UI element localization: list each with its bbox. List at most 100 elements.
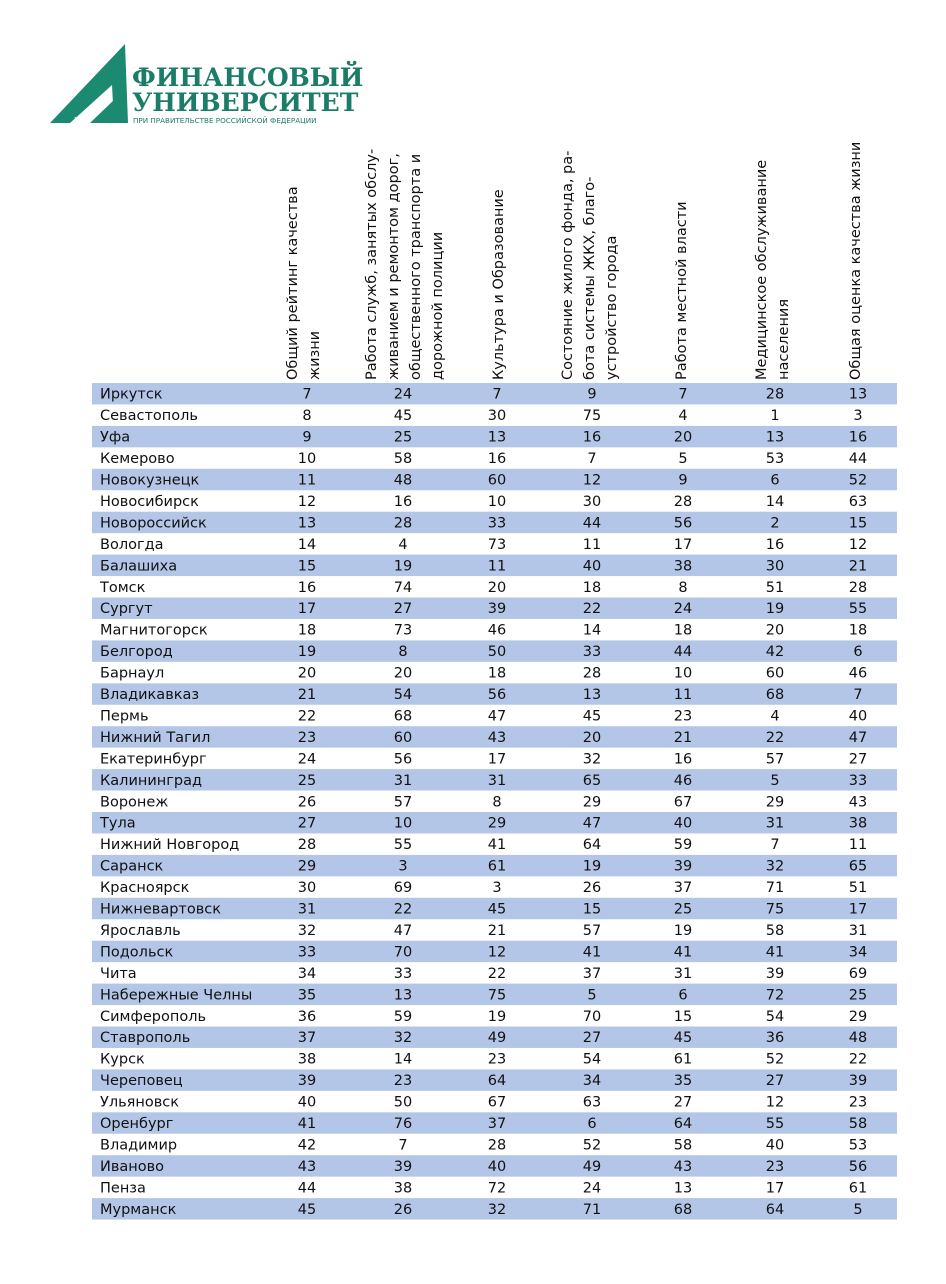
rank-value: 18	[849, 623, 867, 639]
rank-value: 44	[849, 451, 867, 467]
rank-value: 12	[583, 473, 601, 489]
rank-value: 33	[849, 773, 867, 789]
rank-value: 59	[394, 1009, 412, 1025]
city-name: Пенза	[100, 1180, 146, 1196]
rank-value: 7	[770, 837, 779, 853]
rank-value: 48	[849, 1030, 867, 1046]
rank-value: 69	[849, 966, 867, 982]
table-header: Общий рейтинг качества жизни Работа служб,…	[285, 142, 864, 380]
city-name: Симферополь	[100, 1009, 206, 1025]
rank-value: 35	[674, 1073, 692, 1089]
rank-value: 51	[766, 580, 784, 596]
rank-value: 64	[488, 1073, 506, 1089]
row-band	[92, 1069, 897, 1091]
rank-value: 28	[849, 580, 867, 596]
rank-value: 19	[674, 923, 692, 939]
city-name: Томск	[99, 580, 146, 596]
rank-value: 49	[583, 1159, 601, 1175]
rank-value: 32	[298, 923, 316, 939]
rank-value: 20	[488, 580, 506, 596]
rank-value: 10	[298, 451, 316, 467]
rank-value: 25	[298, 773, 316, 789]
rank-value: 28	[766, 387, 784, 403]
rank-value: 11	[674, 687, 692, 703]
rank-value: 7	[492, 387, 501, 403]
rank-value: 3	[853, 408, 862, 424]
rank-value: 30	[298, 880, 316, 896]
rank-value: 34	[583, 1073, 601, 1089]
rank-value: 32	[766, 859, 784, 875]
rank-value: 25	[674, 902, 692, 918]
rank-value: 46	[674, 773, 692, 789]
row-band	[92, 897, 897, 920]
rank-value: 45	[674, 1030, 692, 1046]
rank-value: 47	[849, 730, 867, 746]
rank-value: 41	[583, 944, 601, 960]
city-name: Новороссийск	[100, 515, 207, 531]
rank-value: 16	[583, 430, 601, 446]
rank-value: 40	[849, 708, 867, 724]
rank-value: 11	[488, 558, 506, 574]
rank-value: 22	[394, 902, 412, 918]
rank-value: 8	[678, 580, 687, 596]
city-name: Ярославль	[100, 923, 181, 939]
rank-value: 28	[298, 837, 316, 853]
city-name: Сургут	[100, 601, 153, 617]
city-name: Магнитогорск	[100, 623, 208, 639]
column-header: общественного транспорта и	[408, 154, 424, 380]
rank-value: 13	[583, 687, 601, 703]
city-name: Владикавказ	[100, 687, 199, 703]
rank-value: 28	[583, 666, 601, 682]
rank-value: 33	[583, 644, 601, 660]
rank-value: 10	[488, 494, 506, 510]
rank-value: 42	[298, 1137, 316, 1153]
rank-value: 12	[488, 944, 506, 960]
rank-value: 19	[394, 558, 412, 574]
column-header: Состояние жилого фонда, ра-	[560, 151, 576, 380]
rank-value: 57	[583, 923, 601, 939]
rank-value: 54	[766, 1009, 784, 1025]
column-header: Общая оценка качества жизни	[848, 142, 864, 380]
rank-value: 58	[674, 1137, 692, 1153]
rank-value: 27	[394, 601, 412, 617]
row-band	[92, 511, 897, 534]
rank-value: 21	[674, 730, 692, 746]
logo: 1919 ФИНАНСОВЫЙ УНИВЕРСИТЕТ ПРИ ПРАВИТЕЛ…	[50, 44, 363, 125]
rank-value: 47	[394, 923, 412, 939]
rank-value: 14	[394, 1052, 412, 1068]
logo-year: 1919	[74, 117, 87, 123]
rank-value: 53	[849, 1137, 867, 1153]
rank-value: 7	[398, 1137, 407, 1153]
city-name: Уфа	[100, 430, 130, 446]
row-band	[92, 769, 897, 791]
rank-value: 60	[488, 473, 506, 489]
rank-value: 18	[583, 580, 601, 596]
column-header: населения	[776, 299, 792, 380]
rank-value: 41	[298, 1116, 316, 1132]
rank-value: 58	[394, 451, 412, 467]
rank-value: 26	[298, 794, 316, 810]
rank-value: 74	[394, 580, 412, 596]
rank-value: 30	[766, 558, 784, 574]
rank-value: 4	[678, 408, 687, 424]
rank-value: 68	[674, 1202, 692, 1218]
rank-value: 8	[398, 644, 407, 660]
rank-value: 39	[298, 1073, 316, 1089]
rank-value: 31	[394, 773, 412, 789]
rank-value: 38	[849, 816, 867, 832]
rank-value: 16	[394, 494, 412, 510]
rank-value: 41	[766, 944, 784, 960]
rank-value: 39	[674, 859, 692, 875]
rank-value: 76	[394, 1116, 412, 1132]
rank-value: 7	[302, 387, 311, 403]
rank-value: 27	[766, 1073, 784, 1089]
city-name: Набережные Челны	[100, 987, 252, 1003]
row-band	[92, 940, 897, 963]
column-header: дорожной полиции	[430, 232, 446, 380]
column-header: жизни	[307, 331, 323, 380]
row-band	[92, 1198, 897, 1220]
city-name: Нижневартовск	[100, 902, 221, 918]
rank-value: 5	[770, 773, 779, 789]
rank-value: 40	[583, 558, 601, 574]
rank-value: 22	[488, 966, 506, 982]
